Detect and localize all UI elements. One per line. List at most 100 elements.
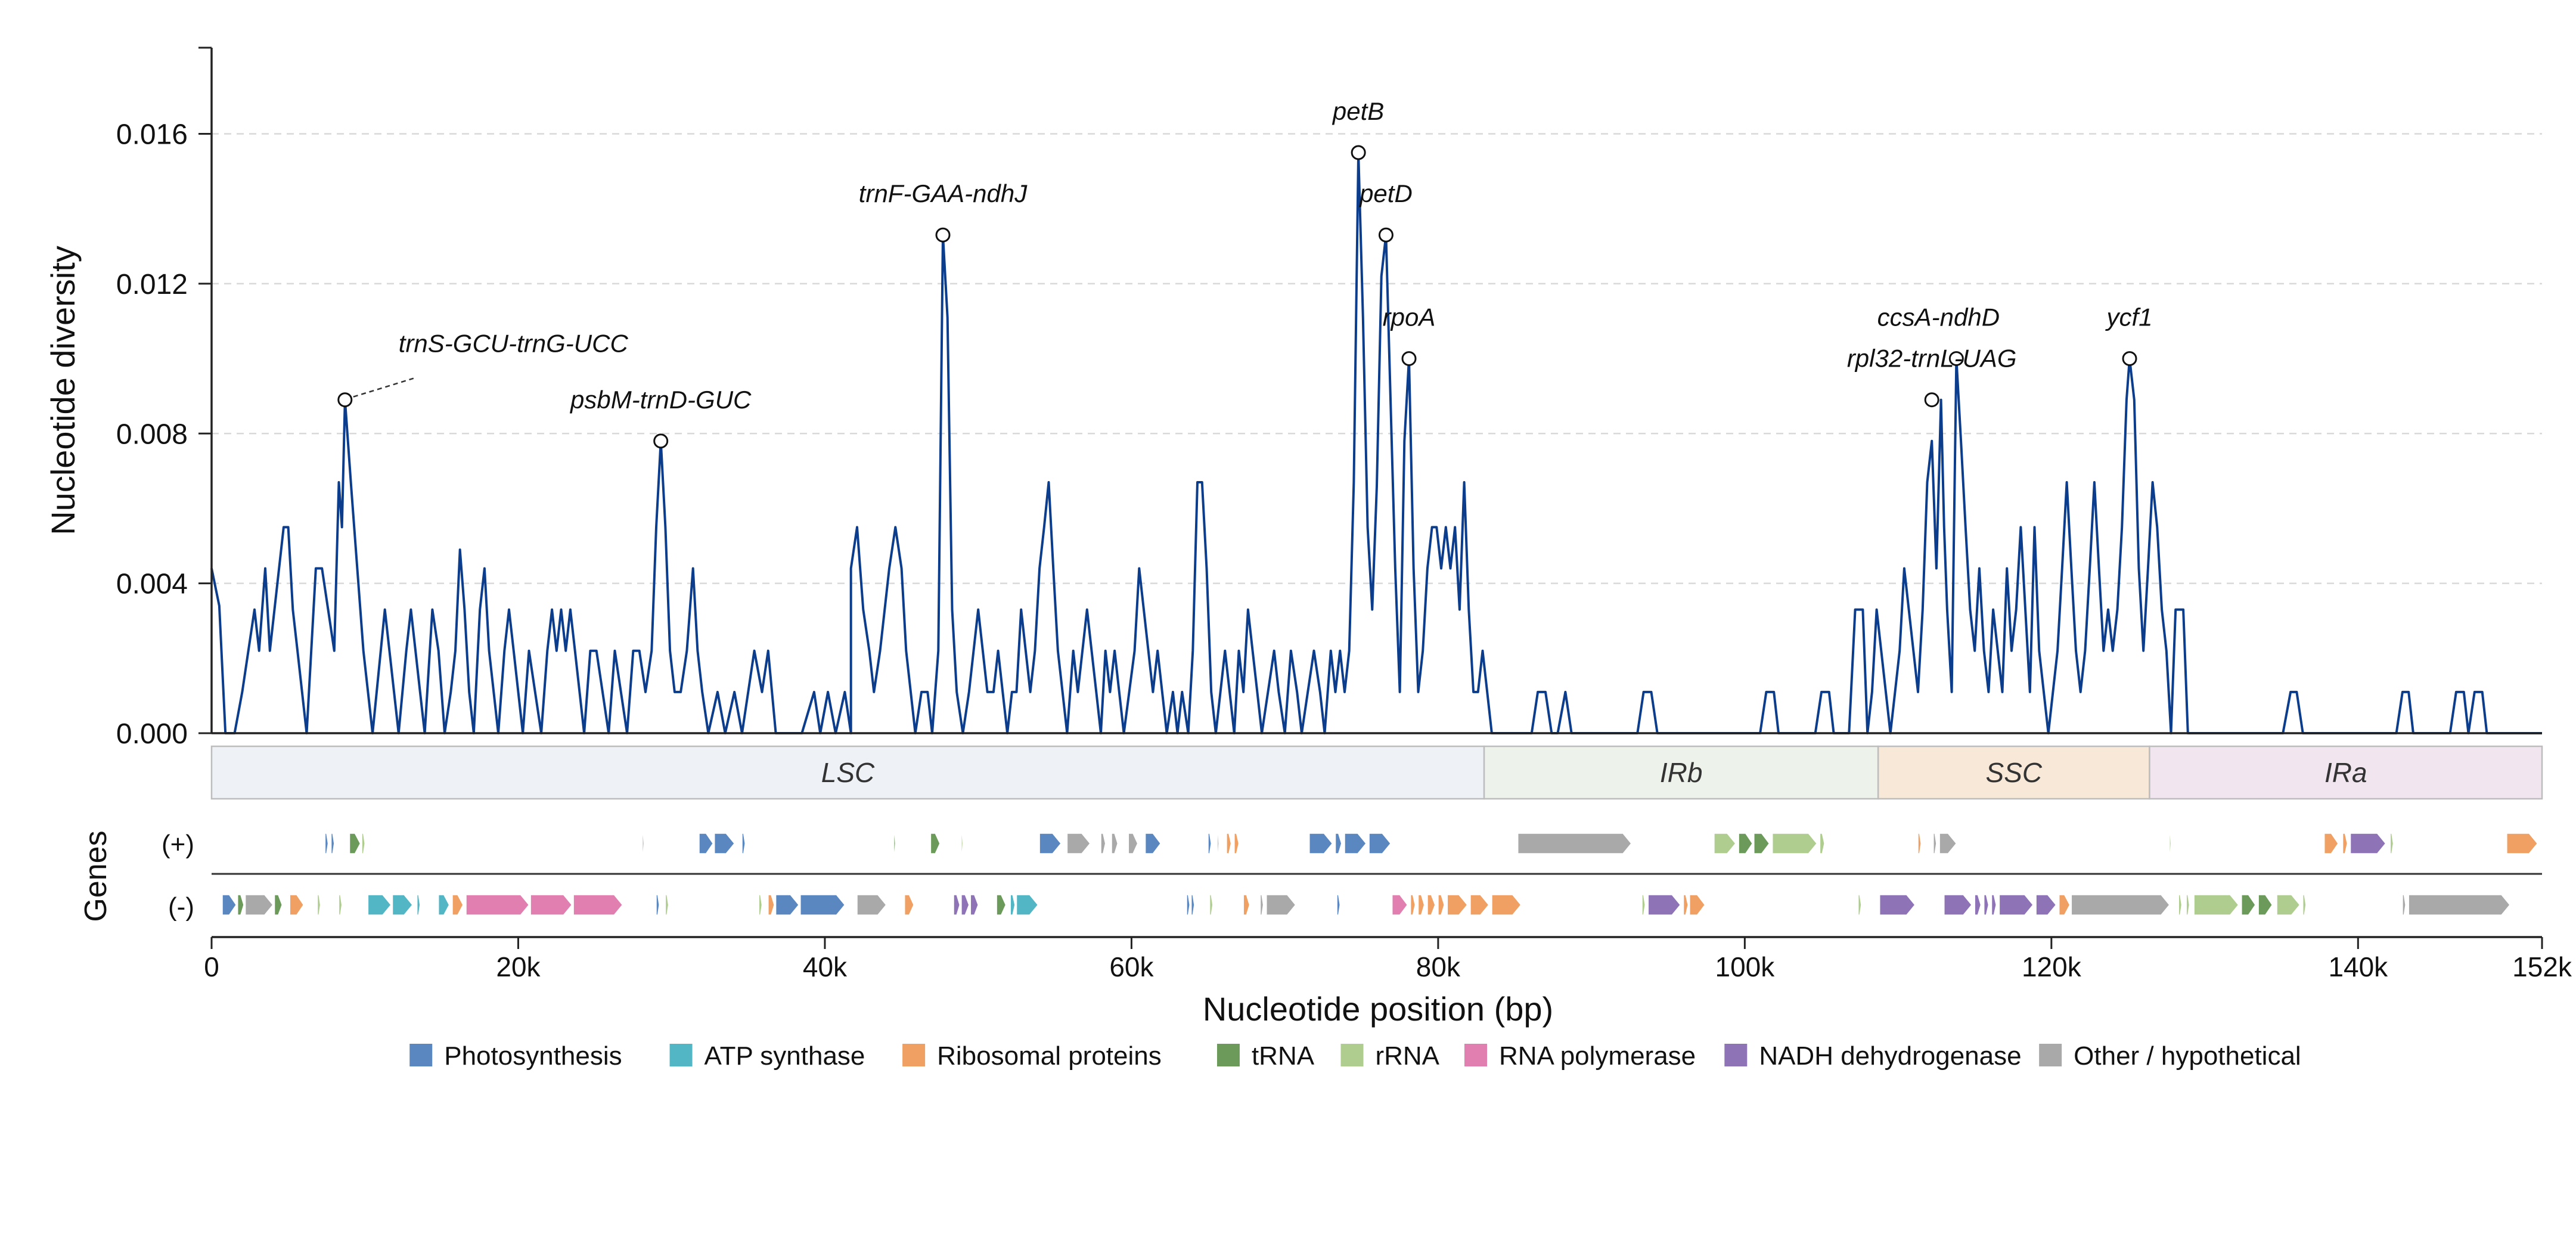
gene-minus-strand xyxy=(970,894,979,916)
gene-plus-strand xyxy=(2169,833,2172,854)
gene-plus-strand xyxy=(1208,833,1212,854)
gene-minus-strand xyxy=(1470,894,1489,916)
gene-plus-strand xyxy=(1714,833,1736,854)
gene-plus-strand xyxy=(930,833,941,854)
gene-minus-strand xyxy=(530,894,573,916)
legend-swatch xyxy=(1216,1044,1240,1066)
gene-minus-strand xyxy=(1983,894,1990,916)
gene-plus-strand xyxy=(324,833,329,854)
gene-plus-strand xyxy=(1066,833,1091,854)
gene-minus-strand xyxy=(2071,894,2170,916)
gene-plus-strand xyxy=(2323,833,2339,854)
y-tick-label: 0.008 xyxy=(116,418,188,450)
region-box xyxy=(1877,745,2150,800)
y-ticks: 0.000 0.004 0.008 0.012 0.016 xyxy=(116,119,212,750)
gene-minus-strand xyxy=(2408,894,2510,916)
gene-minus-strand xyxy=(465,894,530,916)
gene-minus-strand xyxy=(289,894,305,916)
gene-minus-strand xyxy=(2241,894,2256,916)
legend-swatch xyxy=(409,1044,433,1066)
gene-minus-strand xyxy=(2302,894,2307,916)
gene-minus-strand xyxy=(1683,894,1689,916)
gene-minus-strand xyxy=(1647,894,1681,916)
y-tick-label: 0.016 xyxy=(116,119,188,151)
legend-label: Other / hypothetical xyxy=(2074,1041,2301,1071)
gene-minus-strand xyxy=(2402,894,2406,916)
y-tick-label: 0.000 xyxy=(116,718,188,750)
gene-plus-strand xyxy=(1738,833,1753,854)
legend-swatch xyxy=(902,1044,926,1066)
legend-label: ATP synthase xyxy=(704,1041,865,1071)
gene-plus-strand xyxy=(1309,833,1333,854)
diversity-series xyxy=(210,151,2542,734)
gene-minus-strand xyxy=(244,894,274,916)
gene-plus-strand xyxy=(1368,833,1392,854)
y-tick-label: 0.004 xyxy=(116,569,188,600)
peak-annotation-label: psbM-trnD-GUC xyxy=(569,386,752,414)
region-label: IRb xyxy=(1660,757,1703,788)
gene-minus-strand xyxy=(656,894,660,916)
gene-plus-strand xyxy=(1334,833,1342,854)
annotation-leader xyxy=(353,377,414,398)
x-tick-label: 100k xyxy=(1715,951,1775,982)
peak-annotation-label: trnS-GCU-trnG-UCC xyxy=(399,330,629,358)
legend-swatch xyxy=(2039,1044,2062,1066)
peak-marker xyxy=(1378,227,1393,243)
gene-minus-strand xyxy=(316,894,321,916)
legend-label: tRNA xyxy=(1252,1041,1315,1071)
gene-plus-strand xyxy=(699,833,714,854)
gene-minus-strand xyxy=(338,894,343,916)
gene-plus-strand xyxy=(2389,833,2394,854)
gene-plus-strand xyxy=(2350,833,2386,854)
peak-annotation-label: rpoA xyxy=(1383,303,1436,331)
region-box xyxy=(2149,745,2543,800)
gene-minus-strand xyxy=(1243,894,1250,916)
gene-minus-strand xyxy=(1689,894,1706,916)
gene-minus-strand xyxy=(392,894,413,916)
gene-minus-strand xyxy=(1438,894,1445,916)
y-axis-title: Nucleotide diversity xyxy=(44,246,82,535)
gene-minus-strand xyxy=(274,894,283,916)
region-box xyxy=(210,745,1485,800)
gene-minus-strand xyxy=(1447,894,1468,916)
gene-minus-strand xyxy=(1417,894,1425,916)
gene-plus-strand xyxy=(1039,833,1062,854)
gene-plus-strand xyxy=(1753,833,1770,854)
gene-minus-strand xyxy=(1391,894,1408,916)
gene-plus-strand xyxy=(1917,833,1922,854)
gene-minus-strand xyxy=(1998,894,2034,916)
gene-minus-strand xyxy=(961,894,970,916)
gene-minus-strand xyxy=(953,894,961,916)
gene-minus-strand xyxy=(1857,894,1862,916)
gene-minus-strand xyxy=(2186,894,2190,916)
legend-swatch xyxy=(1464,1044,1487,1066)
gene-minus-strand xyxy=(996,894,1007,916)
gene-minus-strand xyxy=(1991,894,1997,916)
diversity-line xyxy=(210,151,2542,734)
gene-minus-strand xyxy=(1010,894,1016,916)
peak-marker xyxy=(1401,351,1417,367)
gene-plus-strand xyxy=(1771,833,1818,854)
gene-minus-strand xyxy=(1641,894,1646,916)
peak-annotations: trnS-GCU-trnG-UCC psbM-trnD-GUC trnF-GAA-n… xyxy=(353,97,2153,414)
peak-marker xyxy=(935,227,951,243)
gene-minus-strand xyxy=(775,894,800,916)
legend: Photosynthesis ATP synthase Ribosomal prot… xyxy=(409,1041,2301,1071)
peak-annotation-label: trnF-GAA-ndhJ xyxy=(859,179,1028,207)
x-tick-label: 120k xyxy=(2022,951,2082,982)
region-label: SSC xyxy=(1986,757,2043,788)
gene-plus-strand xyxy=(1234,833,1240,854)
x-tick-label: 0 xyxy=(204,951,219,982)
gene-plus-strand xyxy=(2342,833,2348,854)
gene-minus-strand xyxy=(1259,894,1264,916)
gene-minus-strand xyxy=(768,894,775,916)
gene-minus-strand xyxy=(2035,894,2057,916)
gene-plus-strand xyxy=(1216,833,1219,854)
peak-annotation-label: rpl32-trnL-UAG xyxy=(1847,345,2017,373)
gene-plus-strand xyxy=(893,833,896,854)
gene-minus-strand xyxy=(1879,894,1916,916)
peak-markers xyxy=(337,145,2137,449)
gene-minus-strand xyxy=(2276,894,2301,916)
gene-minus-strand xyxy=(1209,894,1213,916)
